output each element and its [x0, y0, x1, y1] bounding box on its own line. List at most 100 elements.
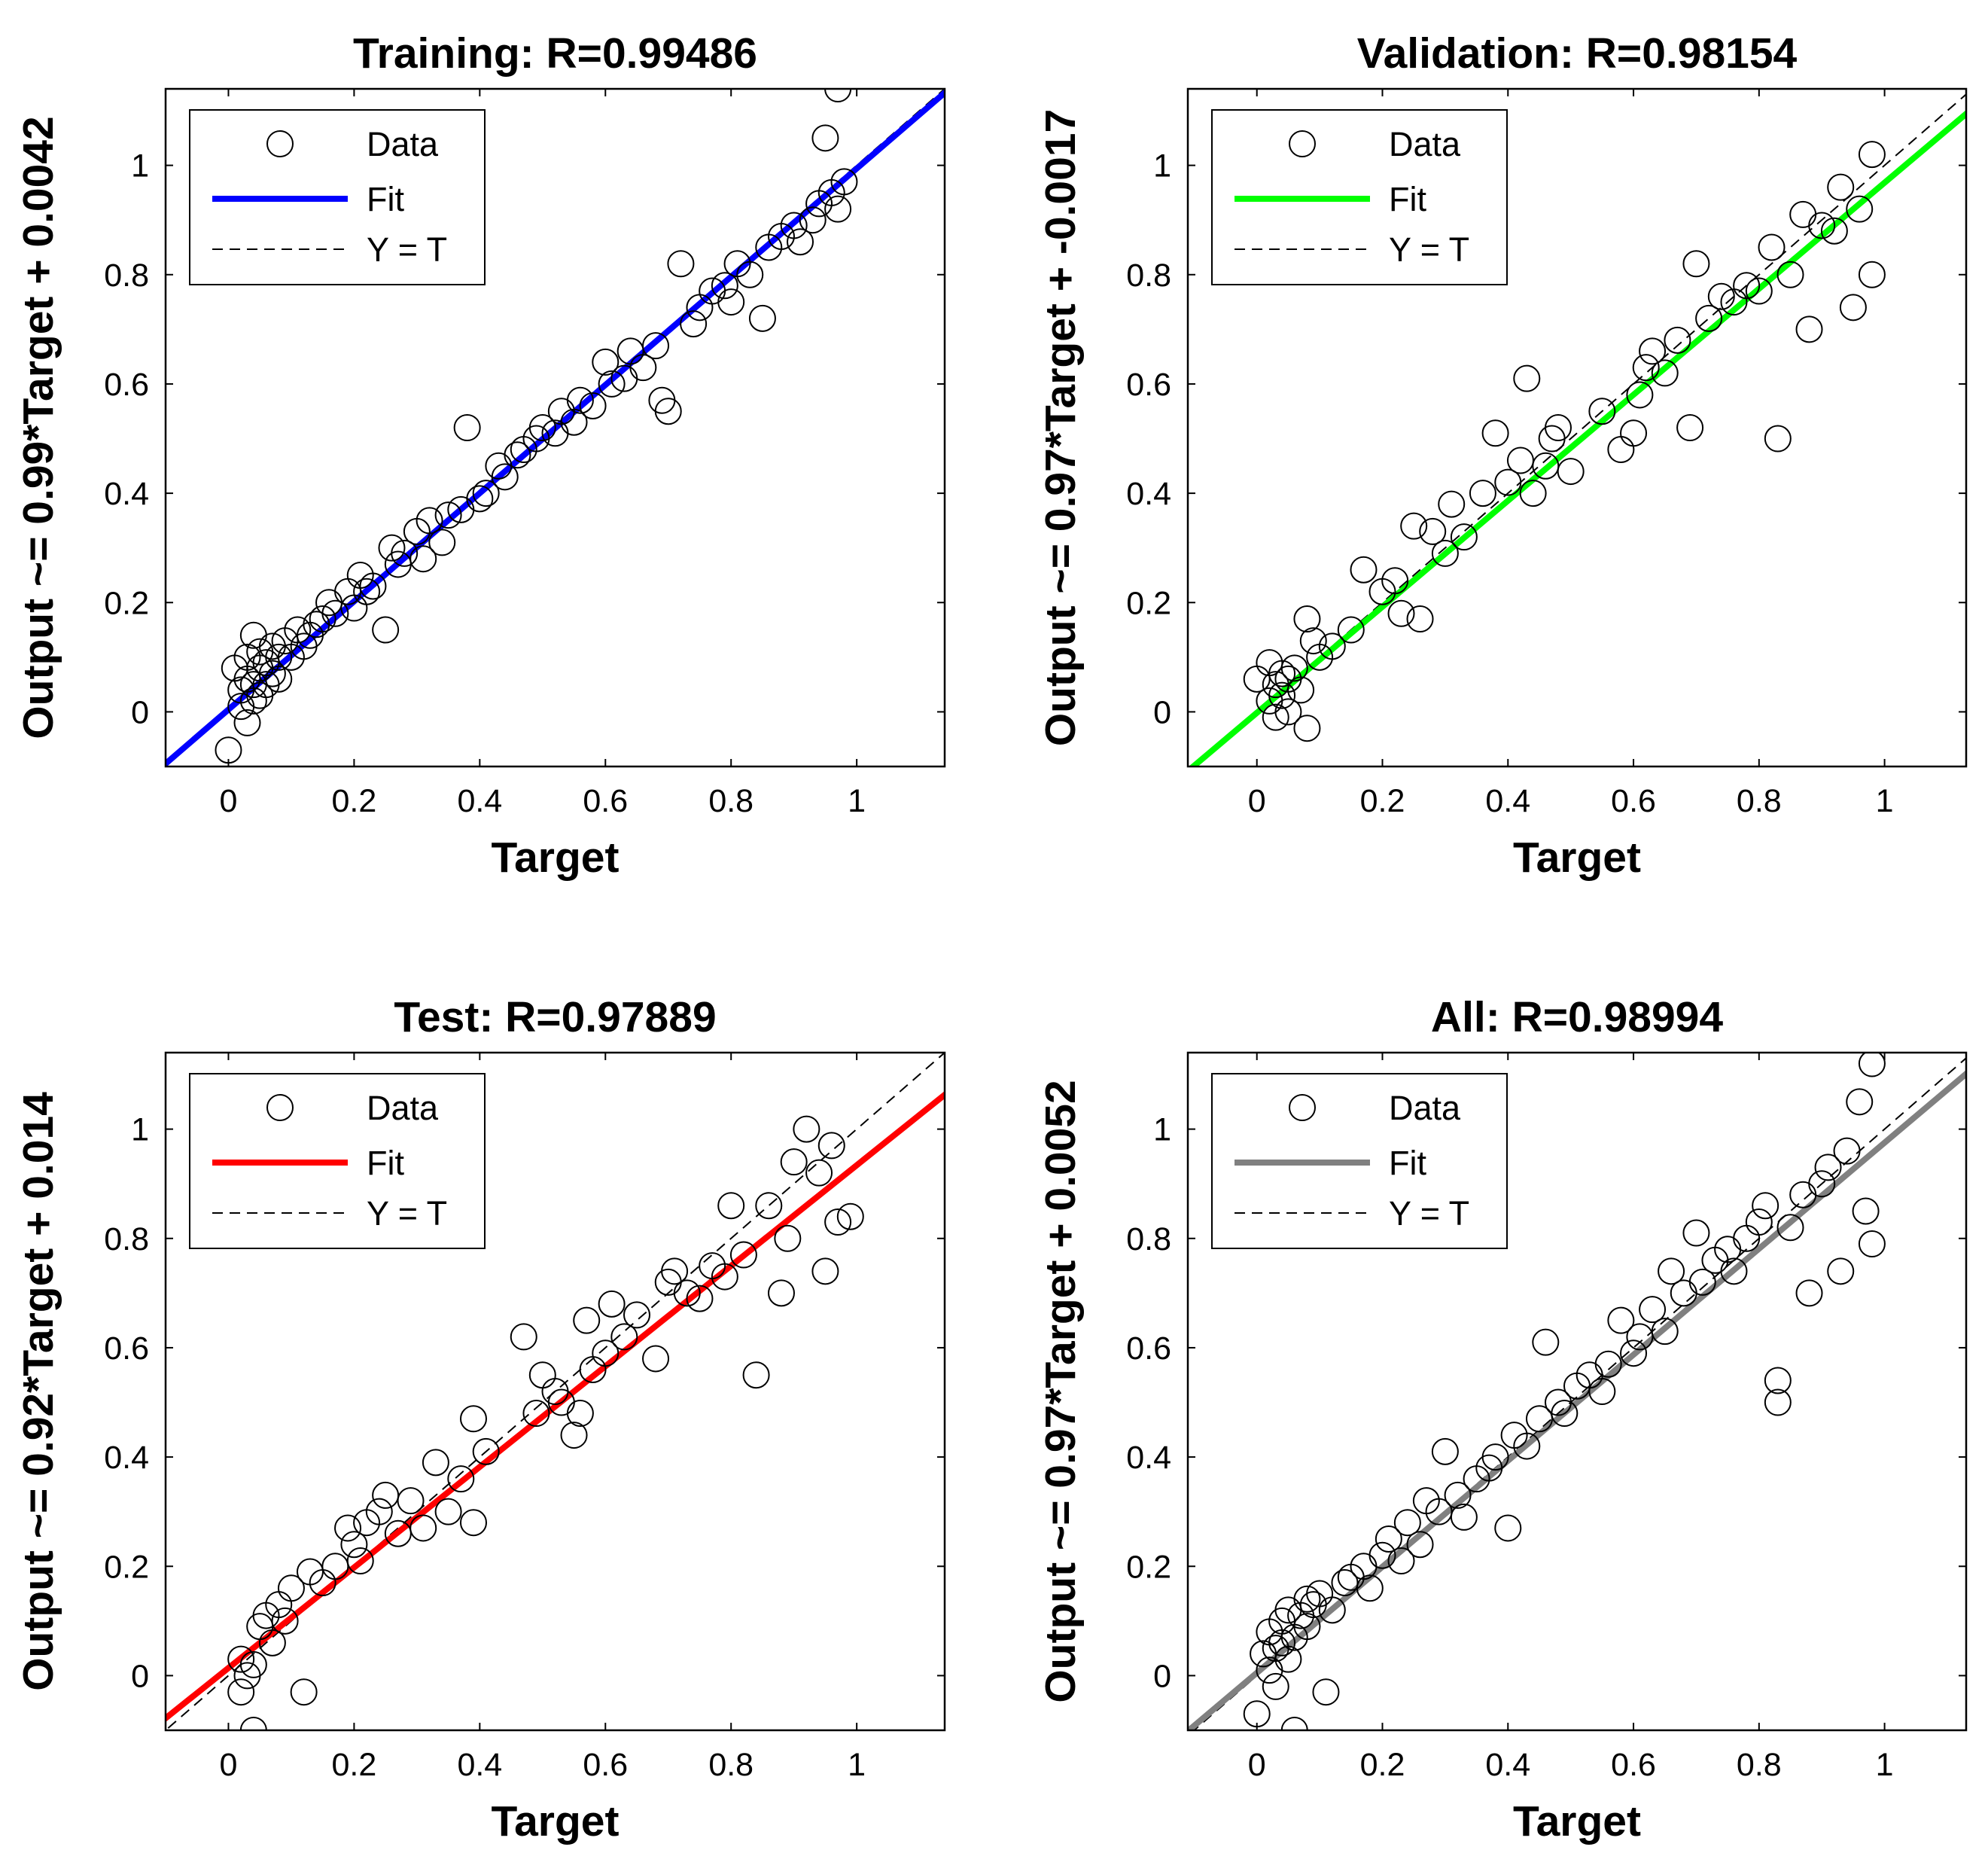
validation-data-point — [1262, 703, 1289, 731]
all-x-tick-label: 0.2 — [1360, 1747, 1405, 1783]
test-data-point — [290, 1678, 318, 1706]
test-panel: 0 0.2 0.4 0.6 0.8 1 0 0.2 0.4 0.6 0.8 1 Test: R=0.97… — [14, 993, 946, 1845]
validation-data-point — [1287, 676, 1315, 704]
test-data-point — [560, 1422, 588, 1449]
all-data-point — [1852, 1197, 1880, 1225]
all-data-point — [1833, 1137, 1861, 1165]
all-data-point — [1532, 1328, 1560, 1356]
all-data-point — [1387, 1547, 1415, 1574]
training-data-point — [579, 392, 607, 419]
validation-data-point — [1481, 419, 1509, 447]
all-data-point — [1682, 1219, 1710, 1247]
test-data-point — [447, 1465, 475, 1493]
test-y-tick-label: 0.2 — [104, 1549, 149, 1585]
validation-data-point — [1846, 195, 1874, 223]
validation-data-point — [1626, 381, 1654, 409]
test-axes-box — [164, 1051, 946, 1732]
training-data-point — [592, 348, 620, 376]
all-data-point — [1444, 1481, 1472, 1509]
validation-data-point — [1695, 304, 1723, 332]
test-data-point — [365, 1498, 393, 1525]
validation-x-tick-label: 0.2 — [1360, 783, 1405, 819]
test-legend-entry: Data — [367, 1089, 439, 1127]
training-data-point — [491, 463, 519, 491]
training-y-tick-label: 0.6 — [104, 367, 149, 403]
all-data-point — [1318, 1596, 1346, 1624]
test-data-point — [811, 1257, 839, 1285]
training-axes-box — [164, 87, 946, 768]
validation-x-tick-label: 0.8 — [1737, 783, 1782, 819]
test-data-point — [422, 1449, 449, 1477]
test-x-tick-label: 0.2 — [332, 1747, 377, 1783]
test-data-point — [566, 1400, 594, 1428]
test-identity-line — [166, 1053, 945, 1730]
validation-data-point — [1494, 468, 1522, 496]
validation-data-point — [1293, 605, 1321, 633]
all-fit-line — [1188, 1069, 1966, 1730]
all-data-point — [1858, 1053, 1886, 1077]
validation-fit-line — [1189, 109, 1966, 766]
validation-data-point — [1280, 654, 1308, 682]
all-data-point — [1795, 1279, 1823, 1307]
validation-x-tick-label: 1 — [1876, 783, 1894, 819]
validation-y-tick-label: 0.6 — [1126, 367, 1171, 403]
test-legend-entry: Y = T — [367, 1194, 447, 1233]
training-data-point — [629, 354, 657, 382]
test-legend-data-symbol — [266, 1094, 294, 1121]
all-legend-entry: Y = T — [1389, 1194, 1469, 1233]
validation-x-tick-label: 0 — [1248, 783, 1266, 819]
all-axes-box — [1186, 1051, 1968, 1732]
test-data-point — [573, 1306, 601, 1334]
test-fit-line — [166, 1090, 945, 1723]
all-data-point — [1808, 1170, 1836, 1198]
test-data-point — [346, 1547, 374, 1574]
test-y-tick-label: 1 — [131, 1112, 149, 1148]
validation-data-point — [1620, 419, 1648, 447]
all-data-point — [1262, 1672, 1289, 1700]
test-data-point — [340, 1531, 368, 1559]
validation-data-point — [1858, 261, 1886, 288]
test-data-point — [824, 1208, 852, 1236]
training-data-point — [736, 261, 764, 288]
all-data-point — [1274, 1645, 1302, 1673]
training-data-point — [598, 370, 626, 398]
all-data-point — [1481, 1443, 1509, 1471]
training-data-point — [824, 195, 852, 223]
validation-data-point — [1469, 480, 1496, 507]
all-data-point — [1688, 1268, 1716, 1296]
all-data-point — [1764, 1388, 1792, 1416]
test-x-tick-label: 0 — [220, 1747, 238, 1783]
test-data-point — [239, 1650, 267, 1678]
validation-data-point — [1588, 398, 1616, 425]
validation-data-point — [1764, 425, 1792, 453]
all-data-point — [1764, 1367, 1792, 1394]
validation-data-point — [1827, 173, 1855, 201]
test-data-point — [817, 1132, 845, 1160]
validation-data-point — [1745, 277, 1773, 305]
training-data-point — [416, 507, 443, 535]
validation-y-tick-label: 0 — [1153, 694, 1171, 730]
test-data-point — [793, 1115, 820, 1143]
validation-legend-entry: Fit — [1389, 180, 1426, 218]
training-data-point — [799, 206, 827, 234]
training-data-point — [811, 124, 839, 152]
test-data-point — [711, 1263, 738, 1291]
all-x-axis-label: Target — [1513, 1797, 1641, 1845]
test-plot-content — [166, 1053, 945, 1730]
all-x-tick-label: 0.8 — [1737, 1747, 1782, 1783]
training-data-point — [258, 660, 286, 687]
test-data-point — [334, 1514, 362, 1542]
all-data-point — [1814, 1154, 1842, 1181]
test-data-point — [780, 1148, 808, 1176]
training-legend-entry: Fit — [367, 180, 404, 218]
training-data-point — [265, 665, 293, 693]
training-y-axis-label: Output ~= 0.99*Target + 0.0042 — [14, 116, 62, 739]
all-identity-line — [1192, 1056, 1966, 1730]
validation-data-point — [1299, 627, 1327, 655]
training-data-point — [824, 89, 852, 102]
test-data-point — [271, 1607, 299, 1635]
all-data-point — [1594, 1350, 1622, 1378]
validation-data-point — [1682, 250, 1710, 278]
validation-data-point — [1519, 480, 1547, 507]
validation-data-point — [1776, 261, 1804, 288]
